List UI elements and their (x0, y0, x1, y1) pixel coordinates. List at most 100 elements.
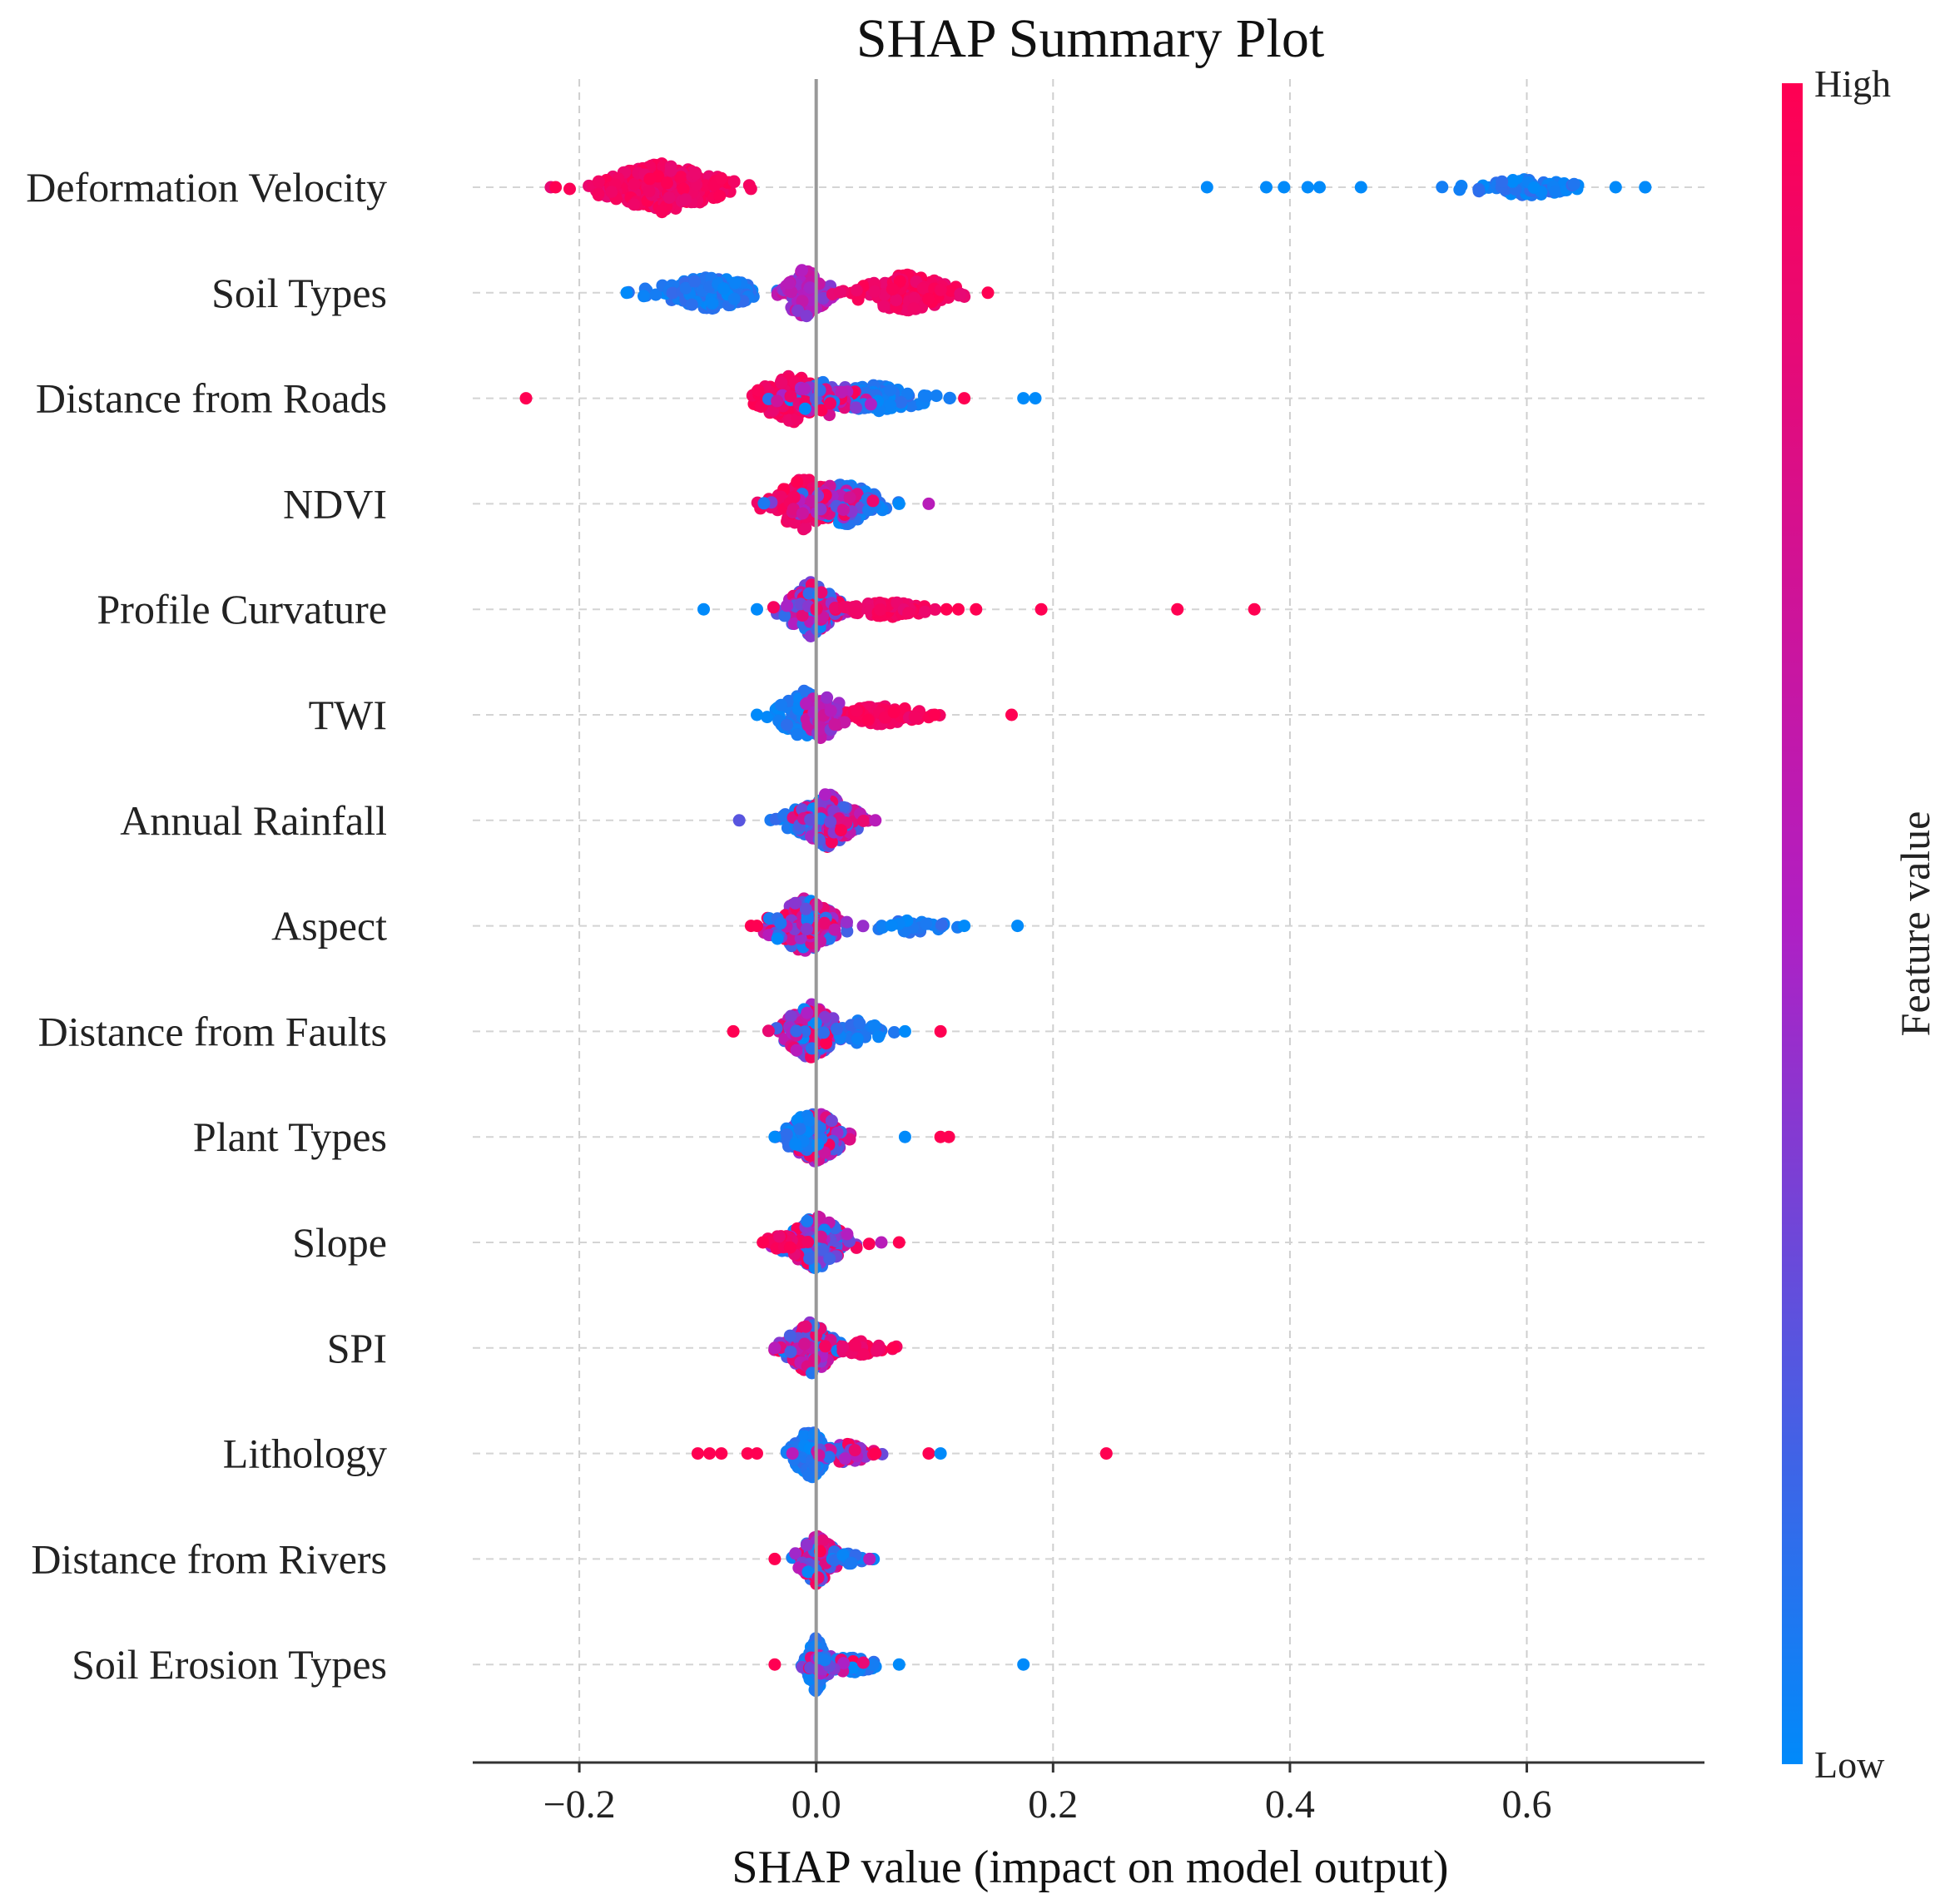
shap-point (835, 385, 848, 399)
colorbar-high-label: High (1814, 62, 1891, 105)
shap-point (841, 1227, 854, 1241)
feature-label: Plant Types (193, 1113, 387, 1160)
shap-point (790, 1024, 803, 1038)
shap-point-outlier (1171, 602, 1184, 616)
shap-point-outlier (934, 1447, 947, 1460)
shap-point-outlier (942, 1130, 955, 1143)
shap-point (801, 914, 814, 927)
shap-point (815, 586, 828, 599)
shap-point (824, 704, 837, 717)
shap-point (801, 1565, 815, 1579)
shap-point (878, 711, 891, 724)
feature-points (768, 1530, 881, 1590)
shap-point (864, 398, 877, 411)
shap-point (843, 491, 856, 504)
shap-point (807, 1428, 821, 1441)
shap-point (824, 397, 836, 410)
shap-point (905, 399, 918, 413)
x-tick-label: 0.0 (791, 1783, 841, 1827)
shap-point (774, 490, 787, 503)
shap-point (828, 602, 841, 614)
shap-point (818, 1010, 831, 1024)
feature-label: Profile Curvature (97, 586, 387, 632)
feature-points (768, 1316, 903, 1380)
shap-point (794, 931, 807, 945)
shap-point (805, 494, 818, 508)
colorbar: High Low Feature value (1782, 62, 1938, 1786)
shap-point (774, 917, 787, 930)
shap-point-outlier (898, 1130, 911, 1143)
shap-point (780, 1128, 793, 1141)
shap-point (563, 182, 576, 196)
shap-point (851, 1032, 864, 1045)
shap-point (804, 1661, 817, 1674)
shap-point (662, 191, 676, 204)
feature-label: Soil Erosion Types (72, 1641, 387, 1688)
shap-point (848, 1444, 861, 1457)
shap-point (790, 1044, 803, 1057)
shap-point-outlier (1260, 181, 1273, 194)
shap-point (679, 193, 692, 206)
shap-point (592, 175, 605, 188)
shap-point (799, 521, 812, 534)
shap-point (934, 283, 947, 296)
shap-point (781, 599, 794, 612)
shap-point (801, 1214, 814, 1227)
shap-point (837, 801, 850, 814)
grid (473, 79, 1704, 1763)
shap-point-outlier (768, 1341, 781, 1355)
shap-point-outlier (1278, 181, 1291, 194)
shap-point-outlier (768, 1552, 781, 1565)
shap-point (1436, 181, 1449, 194)
shap-point (825, 835, 838, 849)
shap-point (825, 1114, 838, 1128)
shap-point (802, 587, 816, 600)
shap-point-outlier (691, 1447, 704, 1460)
shap-point (850, 704, 863, 717)
shap-point-outlier (1011, 920, 1025, 933)
shap-point (828, 718, 841, 731)
shap-point (781, 718, 793, 731)
shap-point (930, 389, 943, 403)
feature-points (768, 1108, 955, 1168)
shap-point-outlier (697, 602, 710, 616)
shap-point-outlier (875, 1236, 888, 1249)
shap-point (815, 404, 828, 417)
shap-point (784, 1009, 797, 1023)
shap-point (856, 1656, 870, 1669)
shap-point (830, 1022, 843, 1035)
x-axis-label: SHAP value (impact on model output) (732, 1842, 1448, 1893)
shap-point (628, 198, 641, 211)
shap-point (1453, 183, 1466, 196)
shap-point-outlier (892, 497, 905, 510)
feature-label: Soil Types (211, 270, 387, 316)
shap-point (1472, 182, 1486, 196)
shap-point (836, 503, 850, 516)
shap-point (908, 710, 921, 723)
shap-point (706, 297, 719, 310)
shap-point (796, 264, 808, 277)
shap-point (744, 182, 757, 196)
shap-point (849, 606, 862, 619)
shap-point (801, 1236, 815, 1248)
shap-point-outlier (869, 1447, 882, 1460)
shap-point (717, 282, 730, 295)
shap-point-outlier (886, 1341, 900, 1355)
shap-point (857, 1348, 871, 1361)
shap-point (816, 1534, 830, 1547)
shap-point-outlier (1609, 181, 1622, 194)
shap-point-outlier (1301, 181, 1314, 194)
shap-point (884, 384, 897, 397)
shap-point (943, 392, 956, 404)
shap-point (920, 917, 933, 930)
x-tick-label: −0.2 (543, 1783, 616, 1827)
shap-point-outlier (620, 286, 633, 300)
shap-point (834, 824, 847, 837)
shap-point (819, 1340, 831, 1353)
shap-point (793, 1123, 806, 1136)
shap-point (688, 275, 702, 288)
shap-point (799, 902, 812, 915)
feature-labels: Deformation Velocity Soil Types Distance f… (26, 164, 387, 1688)
shap-point (605, 186, 618, 198)
